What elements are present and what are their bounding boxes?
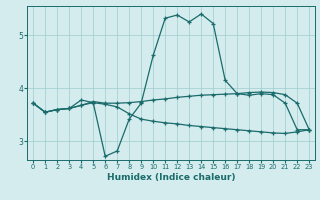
X-axis label: Humidex (Indice chaleur): Humidex (Indice chaleur): [107, 173, 236, 182]
